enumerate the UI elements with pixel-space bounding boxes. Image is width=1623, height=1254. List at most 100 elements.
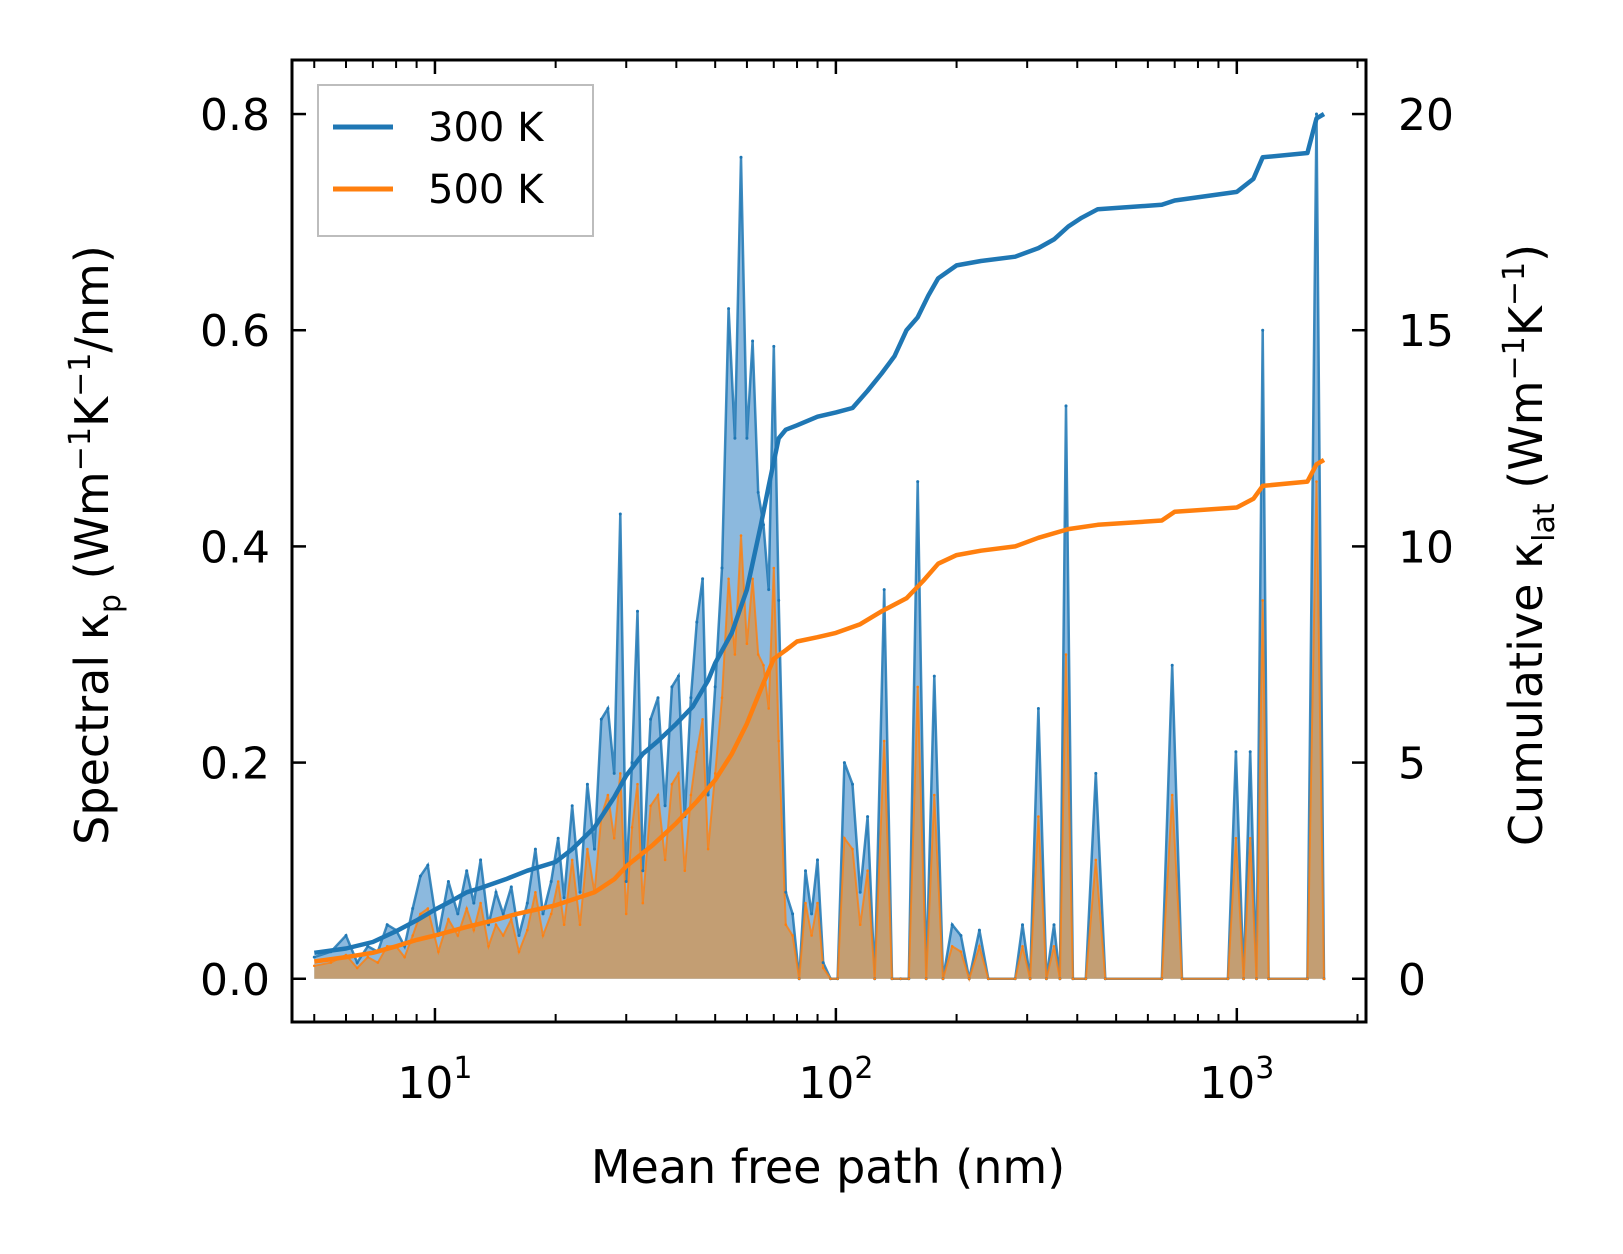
spectral-point-500k-12 <box>437 950 440 953</box>
spectral-point-300k-72 <box>842 761 846 765</box>
spectral-point-500k-106 <box>1234 836 1238 840</box>
spectral-point-300k-56 <box>745 436 749 440</box>
x-tick-label-2: 103 <box>1199 1051 1274 1109</box>
spectral-point-300k-67 <box>810 912 814 916</box>
spectral-point-300k-2 <box>344 934 348 937</box>
spectral-point-500k-20 <box>501 934 505 937</box>
y-right-title-sup2: −1 <box>1497 262 1532 306</box>
spectral-point-500k-21 <box>510 918 513 921</box>
spectral-point-500k-44 <box>670 782 674 786</box>
y-right-title-tail: ) <box>1499 244 1553 262</box>
spectral-point-500k-27 <box>556 880 560 883</box>
spectral-point-500k-92 <box>1028 977 1032 981</box>
spectral-point-500k-15 <box>465 907 469 910</box>
spectral-point-300k-61 <box>772 344 776 348</box>
spectral-point-500k-50 <box>706 847 710 851</box>
spectral-point-300k-63 <box>784 890 788 894</box>
spectral-point-500k-28 <box>562 923 566 926</box>
y-right-title-sup1: −1 <box>1497 336 1532 380</box>
spectral-point-500k-46 <box>683 869 687 872</box>
spectral-point-500k-48 <box>695 750 699 754</box>
spectral-point-500k-47 <box>689 793 693 797</box>
spectral-point-500k-22 <box>517 950 521 953</box>
y-left-title-mid: K <box>65 395 119 427</box>
y-left-title-sup1: −1 <box>63 427 98 471</box>
spectral-point-500k-109 <box>1255 977 1258 981</box>
spectral-point-500k-43 <box>663 858 667 862</box>
spectral-point-300k-37 <box>624 880 628 883</box>
spectral-point-500k-8 <box>403 955 406 959</box>
spectral-point-500k-70 <box>829 977 832 981</box>
spectral-point-300k-47 <box>689 696 693 700</box>
y-right-title-sub: lat <box>1527 503 1562 542</box>
spectral-point-500k-62 <box>777 739 780 743</box>
spectral-point-500k-80 <box>907 977 911 981</box>
spectral-point-500k-56 <box>745 642 749 645</box>
y-right-tick-label-2: 10 <box>1398 522 1454 573</box>
spectral-point-500k-63 <box>784 923 788 926</box>
y-right-title-pre: Cumulative κ <box>1499 542 1553 846</box>
spectral-point-500k-77 <box>882 739 886 743</box>
spectral-point-500k-37 <box>624 912 628 916</box>
spectral-point-500k-30 <box>578 923 582 926</box>
y-left-tick-label-0: 0.0 <box>200 955 270 1006</box>
spectral-point-300k-69 <box>821 961 825 965</box>
spectral-point-500k-60 <box>767 707 770 710</box>
spectral-point-500k-101 <box>1104 977 1107 981</box>
spectral-point-500k-111 <box>1267 977 1270 981</box>
spectral-point-500k-94 <box>1045 977 1048 981</box>
spectral-point-300k-50 <box>706 793 710 797</box>
spectral-point-500k-0 <box>313 964 316 968</box>
spectral-point-500k-54 <box>733 653 737 656</box>
spectral-point-500k-14 <box>456 934 460 937</box>
spectral-point-500k-83 <box>933 793 936 797</box>
spectral-point-500k-104 <box>1180 977 1184 981</box>
y-right-tick-label-3: 15 <box>1398 306 1454 357</box>
spectral-point-300k-43 <box>663 804 667 808</box>
spectral-point-500k-59 <box>762 664 765 667</box>
y-axis-left-title: Spectral κp (Wm−1K−1/nm) <box>63 245 128 845</box>
x-tick-label-base-1: 10 <box>798 1058 854 1109</box>
spectral-point-300k-91 <box>1021 923 1024 927</box>
y-right-tick-label-1: 5 <box>1398 739 1426 790</box>
x-tick-label-base-0: 10 <box>397 1058 453 1109</box>
spectral-point-300k-23 <box>525 901 529 905</box>
spectral-point-500k-9 <box>411 934 415 937</box>
spectral-point-500k-68 <box>816 901 819 905</box>
spectral-point-300k-0 <box>312 955 316 959</box>
spectral-point-300k-27 <box>556 836 560 840</box>
spectral-point-500k-100 <box>1094 858 1098 862</box>
spectral-point-300k-62 <box>777 598 781 602</box>
spectral-point-500k-18 <box>487 945 490 948</box>
spectral-point-300k-51 <box>713 685 717 689</box>
spectral-point-300k-58 <box>756 490 760 494</box>
y-right-tick-label-0: 0 <box>1398 955 1426 1006</box>
spectral-point-300k-24 <box>533 847 537 851</box>
spectral-point-300k-3 <box>355 961 359 965</box>
spectral-point-300k-75 <box>866 815 870 819</box>
spectral-point-300k-48 <box>695 620 699 624</box>
spectral-point-500k-78 <box>890 977 894 981</box>
y-left-title-pre: Spectral κ <box>65 613 119 845</box>
spectral-point-500k-112 <box>1306 977 1309 981</box>
cumulative-line-300k <box>313 112 1326 956</box>
spectral-point-500k-96 <box>1058 977 1062 981</box>
spectral-point-300k-54 <box>733 436 737 440</box>
spectral-point-300k-11 <box>426 863 430 867</box>
x-tick-label-exp-2: 3 <box>1255 1051 1274 1086</box>
y-left-tick-label-1: 0.2 <box>200 739 270 790</box>
spectral-point-500k-61 <box>772 566 776 570</box>
spectral-point-300k-20 <box>501 912 505 916</box>
spectral-point-300k-14 <box>456 912 460 916</box>
spectral-point-300k-26 <box>549 880 553 883</box>
spectral-point-500k-55 <box>739 534 743 537</box>
spectral-point-500k-108 <box>1248 836 1252 840</box>
spectral-point-300k-39 <box>636 609 639 613</box>
spectral-point-500k-79 <box>899 977 902 981</box>
spectral-point-500k-107 <box>1242 977 1245 981</box>
spectral-point-300k-57 <box>751 339 755 343</box>
spectral-point-300k-64 <box>791 912 795 916</box>
spectral-point-500k-93 <box>1037 815 1040 818</box>
spectral-point-300k-81 <box>916 480 920 484</box>
